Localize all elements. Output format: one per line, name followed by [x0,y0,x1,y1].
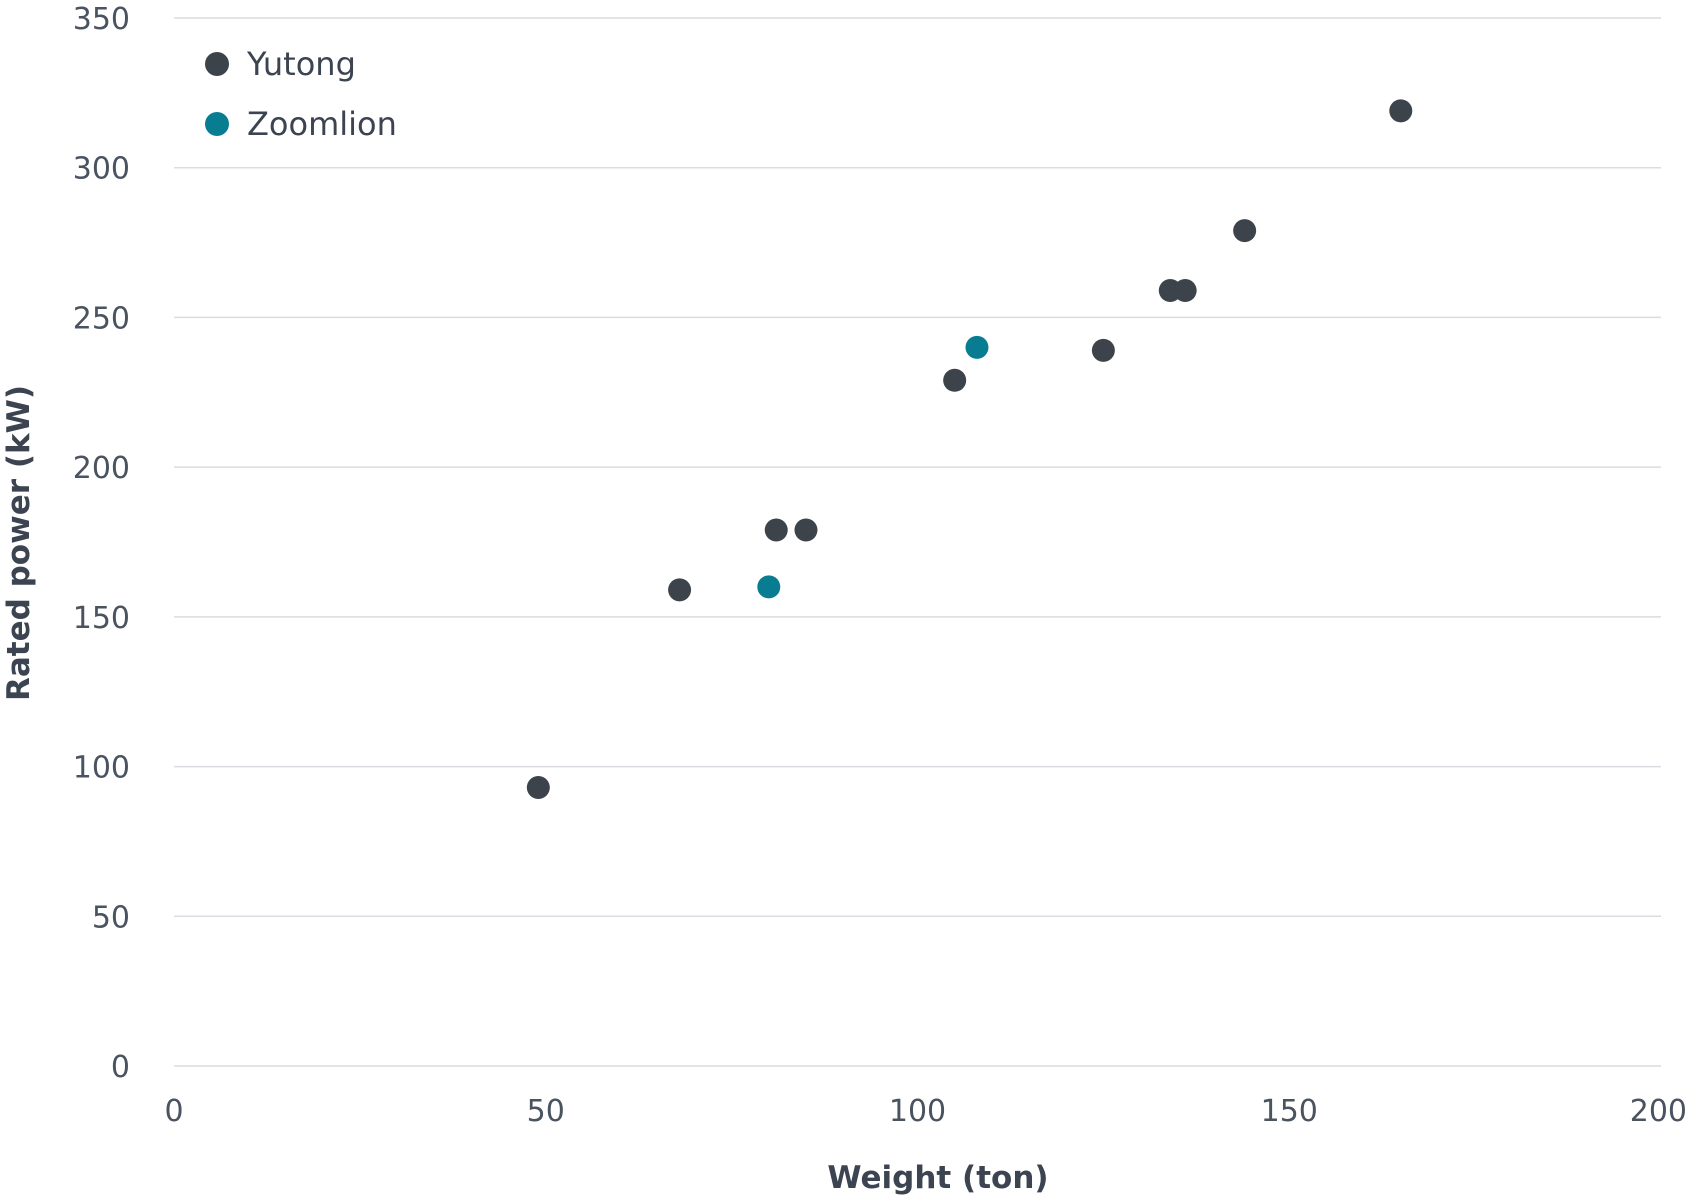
x-tick-label: 200 [1630,1094,1687,1129]
data-points [526,99,1413,800]
data-point-yutong-10 [1389,99,1413,123]
data-point-yutong-4 [794,518,818,542]
y-tick-label: 100 [73,751,130,786]
y-tick-label: 150 [73,601,130,636]
x-tick-label: 50 [527,1094,565,1129]
legend-marker-zoomlion [205,112,229,136]
data-point-zoomlion-2 [965,335,989,359]
data-point-yutong-3 [764,518,788,542]
y-tick-label: 200 [73,451,130,486]
y-axis-title: Rated power (kW) [1,385,37,701]
y-axis-ticks: 0 50 100 150 200 250 300 350 [73,2,130,1085]
data-point-yutong-5 [943,368,967,392]
x-tick-label: 100 [889,1094,946,1129]
legend-label-zoomlion: Zoomlion [247,105,397,143]
data-point-yutong-9 [1233,219,1257,243]
x-tick-label: 0 [164,1094,183,1129]
grid-lines [174,17,1661,1067]
y-tick-label: 350 [73,2,130,37]
y-tick-label: 0 [111,1050,130,1085]
legend: Yutong Zoomlion [205,45,397,143]
x-axis-title: Weight (ton) [827,1160,1048,1196]
data-point-yutong-6 [1091,338,1115,362]
data-point-yutong-8 [1173,278,1197,302]
y-tick-label: 300 [73,152,130,187]
y-tick-label: 250 [73,301,130,336]
data-point-yutong-2 [668,578,692,602]
data-point-yutong-1 [526,776,550,800]
legend-label-yutong: Yutong [246,45,356,83]
data-point-zoomlion-1 [757,575,781,599]
x-axis-ticks: 0 50 100 150 200 [164,1094,1687,1129]
y-tick-label: 50 [92,900,130,935]
legend-marker-yutong [205,52,229,76]
x-tick-label: 150 [1261,1094,1318,1129]
